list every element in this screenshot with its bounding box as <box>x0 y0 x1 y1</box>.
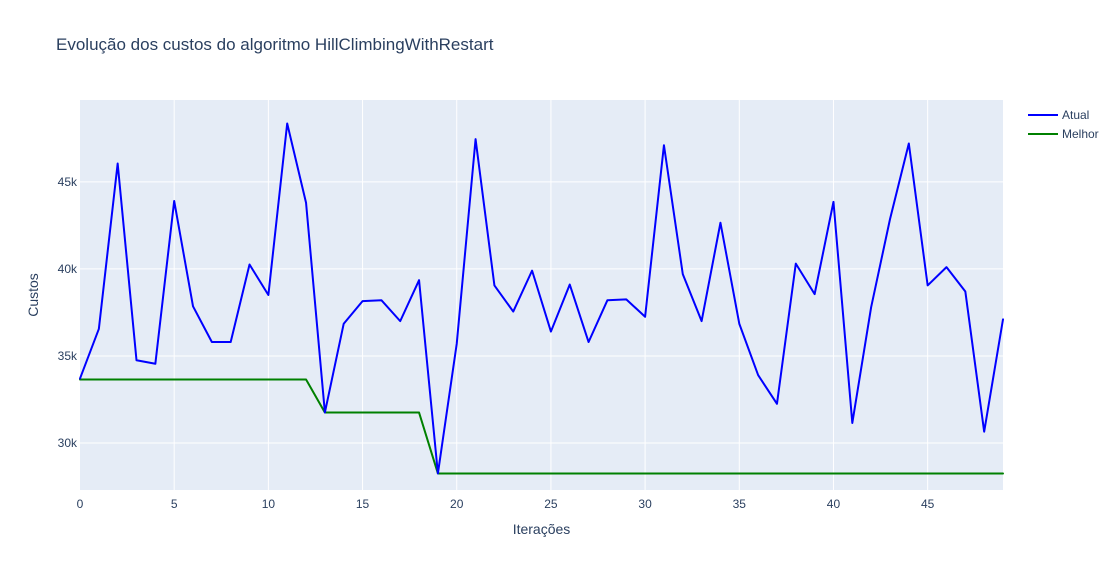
x-tick-label: 30 <box>638 497 652 511</box>
y-axis-title: Custos <box>25 273 41 317</box>
legend-item-melhor[interactable]: Melhor <box>1028 127 1099 141</box>
x-axis-title: Iterações <box>513 521 571 537</box>
x-tick-label: 20 <box>450 497 464 511</box>
x-tick-label: 35 <box>733 497 747 511</box>
x-tick-label: 5 <box>171 497 178 511</box>
y-tick-label: 30k <box>58 436 78 450</box>
legend[interactable]: Atual Melhor <box>1028 108 1099 141</box>
x-tick-label: 10 <box>262 497 276 511</box>
y-axis: 30k 35k 40k 45k <box>58 175 78 450</box>
x-tick-label: 25 <box>544 497 558 511</box>
chart-title: Evolução dos custos do algoritmo HillCli… <box>56 35 494 54</box>
x-tick-label: 45 <box>921 497 935 511</box>
legend-item-atual[interactable]: Atual <box>1028 108 1089 122</box>
x-tick-label: 15 <box>356 497 370 511</box>
legend-label: Atual <box>1062 108 1089 122</box>
x-tick-label: 0 <box>77 497 84 511</box>
series-line-melhor <box>79 378 1004 475</box>
plot-area <box>80 100 1003 490</box>
x-axis: 0 5 10 15 20 25 30 35 40 45 <box>77 497 935 511</box>
legend-label: Melhor <box>1062 127 1099 141</box>
series-line-atual <box>79 122 1004 475</box>
series-lines <box>79 122 1004 475</box>
grid <box>80 100 1003 490</box>
x-tick-label: 40 <box>827 497 841 511</box>
y-tick-label: 35k <box>58 349 78 363</box>
y-tick-label: 45k <box>58 175 78 189</box>
y-tick-label: 40k <box>58 262 78 276</box>
